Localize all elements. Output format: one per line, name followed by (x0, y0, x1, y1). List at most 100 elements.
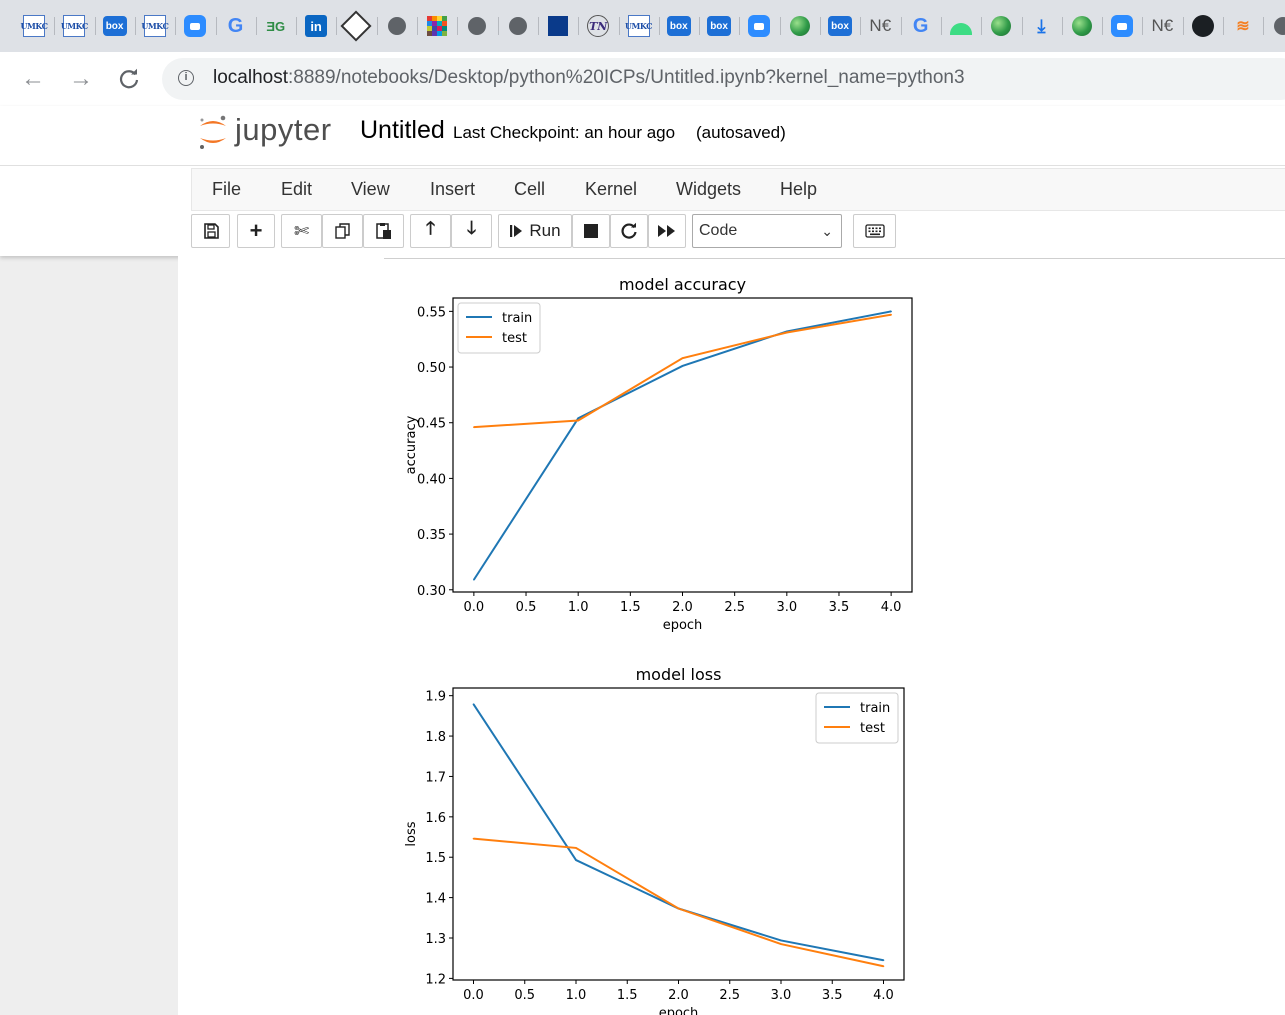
browser-tab[interactable]: G (900, 11, 941, 41)
menu-widgets[interactable]: Widgets (676, 179, 742, 199)
browser-tab[interactable]: box (820, 11, 860, 41)
data-point-train (890, 310, 892, 313)
copy-button[interactable] (322, 214, 363, 248)
menu-bar: File Edit View Insert Cell Kernel Widget… (191, 168, 1285, 211)
menu-file[interactable]: File (212, 179, 242, 199)
fast-forward-icon (658, 225, 675, 237)
save-button[interactable] (191, 214, 230, 248)
x-tick-label: 4.0 (881, 600, 902, 615)
url-field[interactable]: i localhost:8889/notebooks/Desktop/pytho… (162, 58, 1285, 100)
menu-cell[interactable]: Cell (514, 179, 546, 199)
data-point-test (890, 313, 892, 316)
browser-tab[interactable]: UMKC (134, 11, 175, 41)
download-icon: ⤓ (1037, 15, 1046, 36)
site-info-icon[interactable]: i (178, 70, 194, 86)
run-label: Run (529, 221, 561, 240)
menu-insert[interactable]: Insert (430, 179, 476, 199)
chart-title: model accuracy (619, 275, 746, 294)
arrow-down-icon: 🡓 (466, 218, 477, 238)
browser-tab[interactable]: G (215, 11, 256, 41)
browser-tab[interactable]: box (94, 11, 135, 41)
cut-button[interactable]: ✄ (281, 214, 322, 248)
browser-tab[interactable]: UMKC (618, 11, 659, 41)
move-up-button[interactable]: 🡑 (410, 214, 451, 248)
tn-icon: TN (587, 15, 610, 37)
insert-cell-button[interactable]: + (237, 214, 275, 248)
menu-help[interactable]: Help (780, 179, 818, 199)
browser-tab[interactable]: UMKC (14, 11, 54, 41)
paste-button[interactable] (363, 214, 404, 248)
menu-edit[interactable]: Edit (281, 179, 313, 199)
y-tick-label: 1.2 (425, 972, 446, 987)
netflix-icon: N€ (869, 16, 892, 35)
restart-kernel-button[interactable] (610, 214, 648, 248)
notebook-container (178, 256, 1285, 1015)
jupyter-wordmark[interactable]: jupyter (235, 112, 332, 147)
browser-tab[interactable] (1263, 11, 1285, 41)
x-tick-label: 2.0 (668, 988, 689, 1003)
browser-tab[interactable]: ⤓ (1021, 11, 1062, 41)
browser-tab[interactable]: N€ (1142, 11, 1182, 41)
cell-type-select[interactable]: Code ⌄ (692, 214, 842, 248)
move-down-button[interactable]: 🡓 (451, 214, 492, 248)
browser-tab[interactable] (457, 11, 497, 41)
browser-tab[interactable]: box (658, 11, 699, 41)
menu-view[interactable]: View (351, 179, 390, 199)
x-axis-label: epoch (663, 618, 703, 633)
back-button[interactable]: ← (18, 64, 48, 94)
browser-tab[interactable] (336, 10, 376, 42)
browser-tab[interactable] (1061, 11, 1102, 41)
back-arrow-icon: ← (21, 65, 45, 92)
umkc-icon: UMKC (61, 15, 88, 37)
notebook-title[interactable]: Untitled (360, 116, 445, 144)
browser-tab[interactable] (739, 11, 779, 41)
legend-label-test: test (502, 331, 527, 346)
browser-tab[interactable]: N€ (860, 11, 900, 41)
stop-icon (584, 224, 598, 238)
box-icon: box (707, 16, 732, 36)
geeksforgeeks-icon: ƎG (266, 18, 286, 34)
run-button[interactable]: Run (498, 214, 572, 248)
forward-button[interactable]: → (66, 64, 96, 94)
x-tick-label: 0.5 (516, 600, 537, 615)
browser-tab[interactable] (417, 11, 457, 41)
browser-tab[interactable] (497, 11, 538, 41)
browser-tab[interactable] (537, 11, 578, 41)
browser-tab[interactable]: in (296, 11, 336, 41)
browser-tab[interactable]: TN (578, 11, 618, 41)
x-tick-label: 3.5 (822, 988, 843, 1003)
browser-tab[interactable] (175, 11, 215, 41)
recycle-icon (789, 16, 810, 36)
browser-address-bar: ← → i localhost:8889/notebooks/Desktop/p… (0, 52, 1285, 107)
forward-arrow-icon: → (69, 65, 93, 92)
jupyter-logo-icon[interactable] (196, 114, 230, 152)
browser-tab[interactable]: ≋ (1223, 11, 1263, 41)
cell-type-value: Code (699, 222, 738, 239)
netflix-icon: N€ (1151, 16, 1174, 35)
data-point-train (575, 859, 577, 861)
browser-tab[interactable] (1182, 11, 1223, 41)
browser-tab[interactable] (1102, 11, 1142, 41)
browser-tab[interactable] (981, 11, 1021, 41)
browser-tab[interactable]: UMKC (54, 11, 94, 41)
y-tick-label: 1.3 (425, 932, 446, 947)
command-palette-button[interactable] (853, 214, 896, 248)
y-axis-label: loss (404, 821, 419, 846)
data-point-test (780, 943, 782, 945)
data-point-train (681, 365, 684, 367)
interrupt-kernel-button[interactable] (572, 214, 610, 248)
browser-tab[interactable] (779, 11, 820, 41)
y-tick-label: 0.45 (417, 417, 446, 432)
data-point-test (575, 847, 577, 849)
browser-tab[interactable] (940, 11, 981, 41)
y-tick-label: 1.7 (425, 770, 446, 785)
accuracy-chart: model accuracy 0.0 0.5 1.0 1.5 2.0 2.5 3.0 3.5 4.… (404, 275, 913, 633)
browser-tab[interactable]: ƎG (255, 11, 296, 41)
browser-tab[interactable]: box (699, 11, 739, 41)
restart-run-all-button[interactable] (648, 214, 686, 248)
reload-button[interactable] (114, 64, 144, 94)
y-tick-label: 1.9 (425, 690, 446, 705)
legend-box (457, 302, 541, 354)
menu-kernel[interactable]: Kernel (585, 179, 638, 199)
browser-tab[interactable] (376, 11, 417, 41)
